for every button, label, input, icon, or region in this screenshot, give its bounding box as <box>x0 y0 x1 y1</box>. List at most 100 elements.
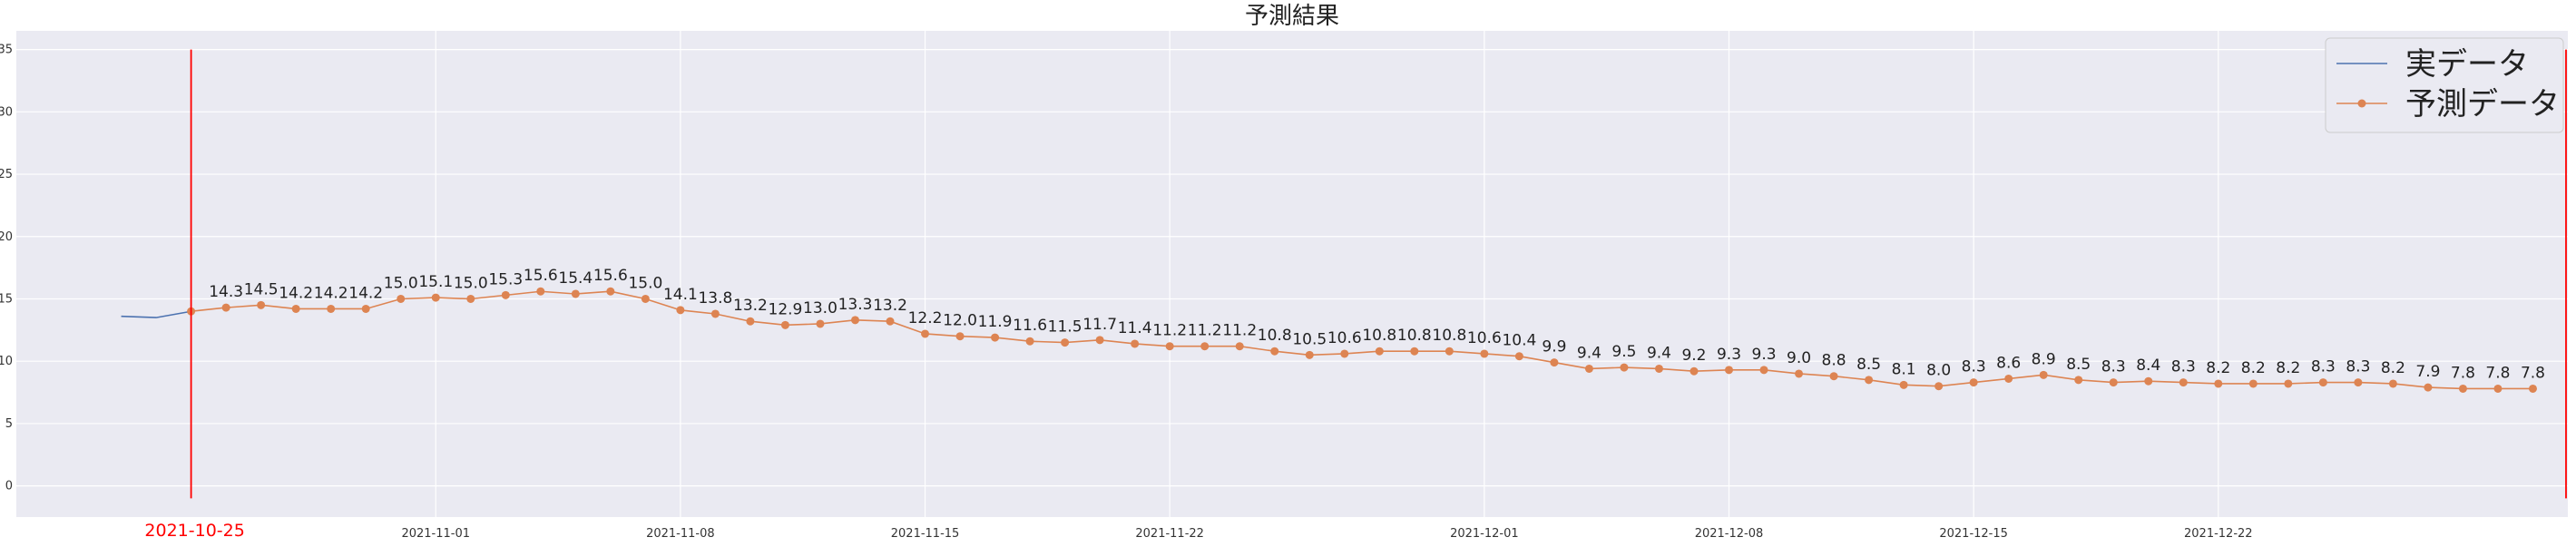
forecast-point <box>676 306 685 315</box>
forecast-point <box>1095 336 1104 345</box>
forecast-value-label: 8.2 <box>2241 359 2266 377</box>
forecast-value-label: 9.9 <box>1542 338 1566 357</box>
forecast-point <box>1200 342 1210 351</box>
forecast-series-line <box>191 290 2533 390</box>
forecast-value-label: 10.5 <box>1292 330 1327 348</box>
forecast-point <box>2004 374 2013 383</box>
forecast-value-label: 8.9 <box>2032 350 2056 368</box>
forecast-value-label: 15.3 <box>488 270 523 288</box>
forecast-value-label: 13.3 <box>838 296 873 314</box>
y-tick-label: 30 <box>0 105 13 119</box>
forecast-value-label: 10.8 <box>1397 327 1432 345</box>
forecast-value-label: 12.9 <box>769 300 803 318</box>
forecast-value-label: 10.6 <box>1327 329 1362 347</box>
forecast-point <box>1410 347 1419 356</box>
forecast-value-label: 11.4 <box>1118 319 1152 337</box>
y-tick-label: 15 <box>0 292 13 306</box>
legend-box <box>2325 37 2564 133</box>
forecast-value-label: 8.5 <box>1856 356 1881 374</box>
forecast-point <box>2109 378 2118 387</box>
forecast-value-label: 12.0 <box>943 312 977 330</box>
x-tick-label: 2021-12-08 <box>1695 527 1764 541</box>
forecast-value-label: 14.2 <box>279 284 313 302</box>
forecast-point <box>257 300 266 309</box>
forecast-point <box>327 304 336 313</box>
y-tick-label: 10 <box>0 355 13 368</box>
forecast-value-label: 7.8 <box>2521 364 2545 382</box>
forecast-point <box>2318 378 2327 387</box>
forecast-value-label: 9.4 <box>1577 344 1601 362</box>
forecast-point <box>1270 347 1279 356</box>
forecast-value-label: 15.0 <box>384 274 418 292</box>
forecast-value-label: 12.2 <box>908 309 943 327</box>
forecast-point <box>2074 376 2083 385</box>
x-tick-label: 2021-12-01 <box>1450 527 1519 541</box>
forecast-value-label: 9.4 <box>1647 344 1671 362</box>
forecast-value-label: 8.3 <box>2311 358 2336 376</box>
forecast-value-label: 14.2 <box>314 284 348 302</box>
forecast-point <box>361 304 370 313</box>
forecast-value-label: 15.4 <box>558 269 593 288</box>
forecast-point <box>2248 379 2258 388</box>
forecast-point <box>780 320 789 329</box>
y-tick-label: 20 <box>0 230 13 244</box>
forecast-value-label: 11.9 <box>978 313 1013 331</box>
forecast-value-label: 11.5 <box>1048 318 1082 337</box>
forecast-point <box>1654 364 1663 373</box>
forecast-point <box>1165 342 1174 351</box>
forecast-value-label: 14.1 <box>663 286 698 304</box>
forecast-value-label: 13.2 <box>873 297 907 315</box>
forecast-value-label: 14.5 <box>244 280 279 298</box>
vertical-marker-label: 2021-10-25 <box>144 521 244 541</box>
forecast-value-label: 8.2 <box>2276 359 2300 377</box>
forecast-point <box>431 293 440 302</box>
forecast-point <box>2528 384 2537 393</box>
x-tick-label: 2021-12-15 <box>1939 527 2008 541</box>
actual-series-line <box>121 310 191 318</box>
forecast-point <box>1690 366 1699 376</box>
forecast-value-label: 11.2 <box>1188 322 1222 340</box>
forecast-point <box>710 309 720 318</box>
x-tick-label: 2021-12-22 <box>2184 527 2253 541</box>
forecast-point <box>886 317 895 326</box>
forecast-point <box>1725 366 1734 375</box>
forecast-point <box>1759 366 1768 375</box>
forecast-value-label: 10.6 <box>1467 329 1502 347</box>
forecast-value-label: 10.8 <box>1432 327 1466 345</box>
y-tick-label: 35 <box>0 44 13 57</box>
forecast-point <box>1829 372 1838 381</box>
y-tick-label: 0 <box>5 480 13 493</box>
forecast-point <box>1305 350 1314 359</box>
forecast-value-label: 7.8 <box>2451 364 2475 382</box>
forecast-point <box>1584 364 1593 373</box>
x-tick-label: 2021-11-08 <box>646 527 715 541</box>
forecast-value-label: 11.2 <box>1222 322 1257 340</box>
forecast-point <box>2354 378 2363 387</box>
forecast-value-label: 15.6 <box>524 267 558 285</box>
forecast-point <box>536 287 545 296</box>
y-tick-label: 5 <box>5 417 13 431</box>
forecast-value-label: 11.2 <box>1152 322 1187 340</box>
value-labels: 14.3 14.5 14.2 14.2 14.215.0 15.1 15.0 15.3 15.6… <box>209 267 2545 382</box>
forecast-point <box>2284 379 2293 388</box>
vertical-markers: 2021-10-25 <box>144 49 2567 541</box>
forecast-point <box>1795 369 1804 378</box>
forecast-point <box>1620 363 1629 372</box>
forecast-value-label: 11.7 <box>1082 316 1117 334</box>
forecast-value-label: 15.6 <box>593 267 628 285</box>
forecast-value-label: 15.1 <box>418 273 453 291</box>
forecast-point <box>921 329 930 338</box>
forecast-point <box>1480 349 1489 358</box>
forecast-point <box>291 304 300 313</box>
x-tick-label: 2021-11-22 <box>1135 527 1204 541</box>
y-axis-ticks: 0 5 10 15 20 25 30 35 <box>0 44 13 493</box>
forecast-point <box>1235 342 1244 351</box>
forecast-point <box>816 319 825 328</box>
forecast-point <box>2424 383 2433 392</box>
forecast-point <box>1934 382 1944 391</box>
forecast-value-label: 8.3 <box>2346 358 2370 376</box>
x-tick-label: 2021-11-01 <box>401 527 470 541</box>
x-axis-ticks: 2021-11-01 2021-11-08 2021-11-15 2021-11-22… <box>401 527 2252 541</box>
